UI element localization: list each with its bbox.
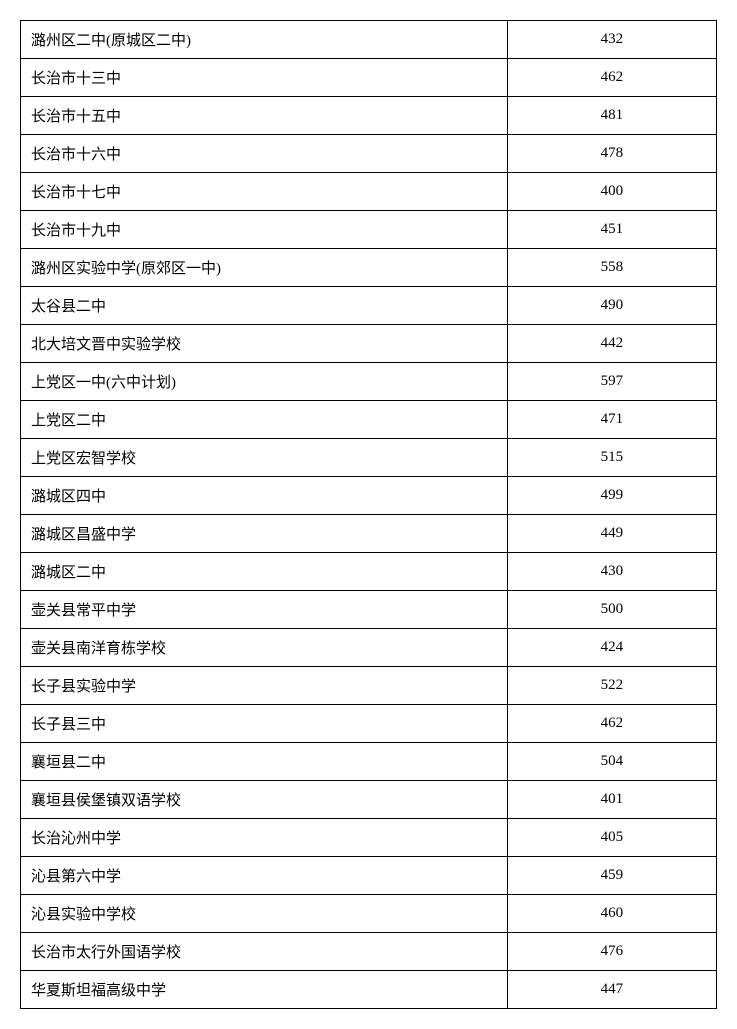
- school-name-cell: 沁县第六中学: [21, 857, 508, 895]
- score-cell: 451: [507, 211, 716, 249]
- score-cell: 442: [507, 325, 716, 363]
- score-cell: 481: [507, 97, 716, 135]
- school-name-cell: 壶关县常平中学: [21, 591, 508, 629]
- school-name-cell: 长治市十九中: [21, 211, 508, 249]
- table-row: 潞城区二中 430: [21, 553, 717, 591]
- school-name-cell: 上党区一中(六中计划): [21, 363, 508, 401]
- table-row: 华夏斯坦福高级中学 447: [21, 971, 717, 1009]
- score-table: 潞州区二中(原城区二中) 432 长治市十三中 462 长治市十五中 481 长…: [20, 20, 717, 1009]
- school-name-cell: 长治市十五中: [21, 97, 508, 135]
- score-cell: 500: [507, 591, 716, 629]
- school-name-cell: 壶关县南洋育栋学校: [21, 629, 508, 667]
- school-name-cell: 上党区二中: [21, 401, 508, 439]
- score-cell: 499: [507, 477, 716, 515]
- school-name-cell: 潞城区四中: [21, 477, 508, 515]
- school-name-cell: 长子县三中: [21, 705, 508, 743]
- school-name-cell: 北大培文晋中实验学校: [21, 325, 508, 363]
- table-row: 壶关县南洋育栋学校 424: [21, 629, 717, 667]
- table-row: 长治市十三中 462: [21, 59, 717, 97]
- table-row: 长子县三中 462: [21, 705, 717, 743]
- table-row: 潞州区二中(原城区二中) 432: [21, 21, 717, 59]
- score-cell: 490: [507, 287, 716, 325]
- school-name-cell: 华夏斯坦福高级中学: [21, 971, 508, 1009]
- table-row: 长治市十六中 478: [21, 135, 717, 173]
- score-cell: 476: [507, 933, 716, 971]
- score-cell: 515: [507, 439, 716, 477]
- school-name-cell: 长治市十六中: [21, 135, 508, 173]
- school-name-cell: 太谷县二中: [21, 287, 508, 325]
- table-row: 潞城区昌盛中学 449: [21, 515, 717, 553]
- score-cell: 462: [507, 705, 716, 743]
- score-cell: 459: [507, 857, 716, 895]
- table-row: 沁县第六中学 459: [21, 857, 717, 895]
- table-row: 潞城区四中 499: [21, 477, 717, 515]
- table-row: 长治市十九中 451: [21, 211, 717, 249]
- table-row: 长治市太行外国语学校 476: [21, 933, 717, 971]
- table-row: 上党区一中(六中计划) 597: [21, 363, 717, 401]
- score-cell: 449: [507, 515, 716, 553]
- school-name-cell: 潞城区昌盛中学: [21, 515, 508, 553]
- score-cell: 447: [507, 971, 716, 1009]
- table-row: 长治沁州中学 405: [21, 819, 717, 857]
- school-name-cell: 襄垣县侯堡镇双语学校: [21, 781, 508, 819]
- school-name-cell: 潞州区实验中学(原郊区一中): [21, 249, 508, 287]
- table-row: 北大培文晋中实验学校 442: [21, 325, 717, 363]
- score-cell: 558: [507, 249, 716, 287]
- score-cell: 430: [507, 553, 716, 591]
- table-row: 上党区二中 471: [21, 401, 717, 439]
- table-row: 长治市十七中 400: [21, 173, 717, 211]
- table-row: 长治市十五中 481: [21, 97, 717, 135]
- score-cell: 424: [507, 629, 716, 667]
- table-row: 长子县实验中学 522: [21, 667, 717, 705]
- school-name-cell: 长治市太行外国语学校: [21, 933, 508, 971]
- table-row: 潞州区实验中学(原郊区一中) 558: [21, 249, 717, 287]
- table-row: 上党区宏智学校 515: [21, 439, 717, 477]
- score-cell: 478: [507, 135, 716, 173]
- score-cell: 405: [507, 819, 716, 857]
- score-cell: 504: [507, 743, 716, 781]
- school-name-cell: 长子县实验中学: [21, 667, 508, 705]
- table-body: 潞州区二中(原城区二中) 432 长治市十三中 462 长治市十五中 481 长…: [21, 21, 717, 1009]
- score-cell: 400: [507, 173, 716, 211]
- school-name-cell: 长治市十七中: [21, 173, 508, 211]
- score-cell: 471: [507, 401, 716, 439]
- school-name-cell: 襄垣县二中: [21, 743, 508, 781]
- table-row: 壶关县常平中学 500: [21, 591, 717, 629]
- school-name-cell: 长治市十三中: [21, 59, 508, 97]
- score-cell: 432: [507, 21, 716, 59]
- school-name-cell: 长治沁州中学: [21, 819, 508, 857]
- table-row: 襄垣县二中 504: [21, 743, 717, 781]
- score-cell: 401: [507, 781, 716, 819]
- school-name-cell: 潞州区二中(原城区二中): [21, 21, 508, 59]
- score-cell: 462: [507, 59, 716, 97]
- school-name-cell: 潞城区二中: [21, 553, 508, 591]
- school-name-cell: 上党区宏智学校: [21, 439, 508, 477]
- score-cell: 597: [507, 363, 716, 401]
- score-cell: 522: [507, 667, 716, 705]
- table-row: 襄垣县侯堡镇双语学校 401: [21, 781, 717, 819]
- table-row: 太谷县二中 490: [21, 287, 717, 325]
